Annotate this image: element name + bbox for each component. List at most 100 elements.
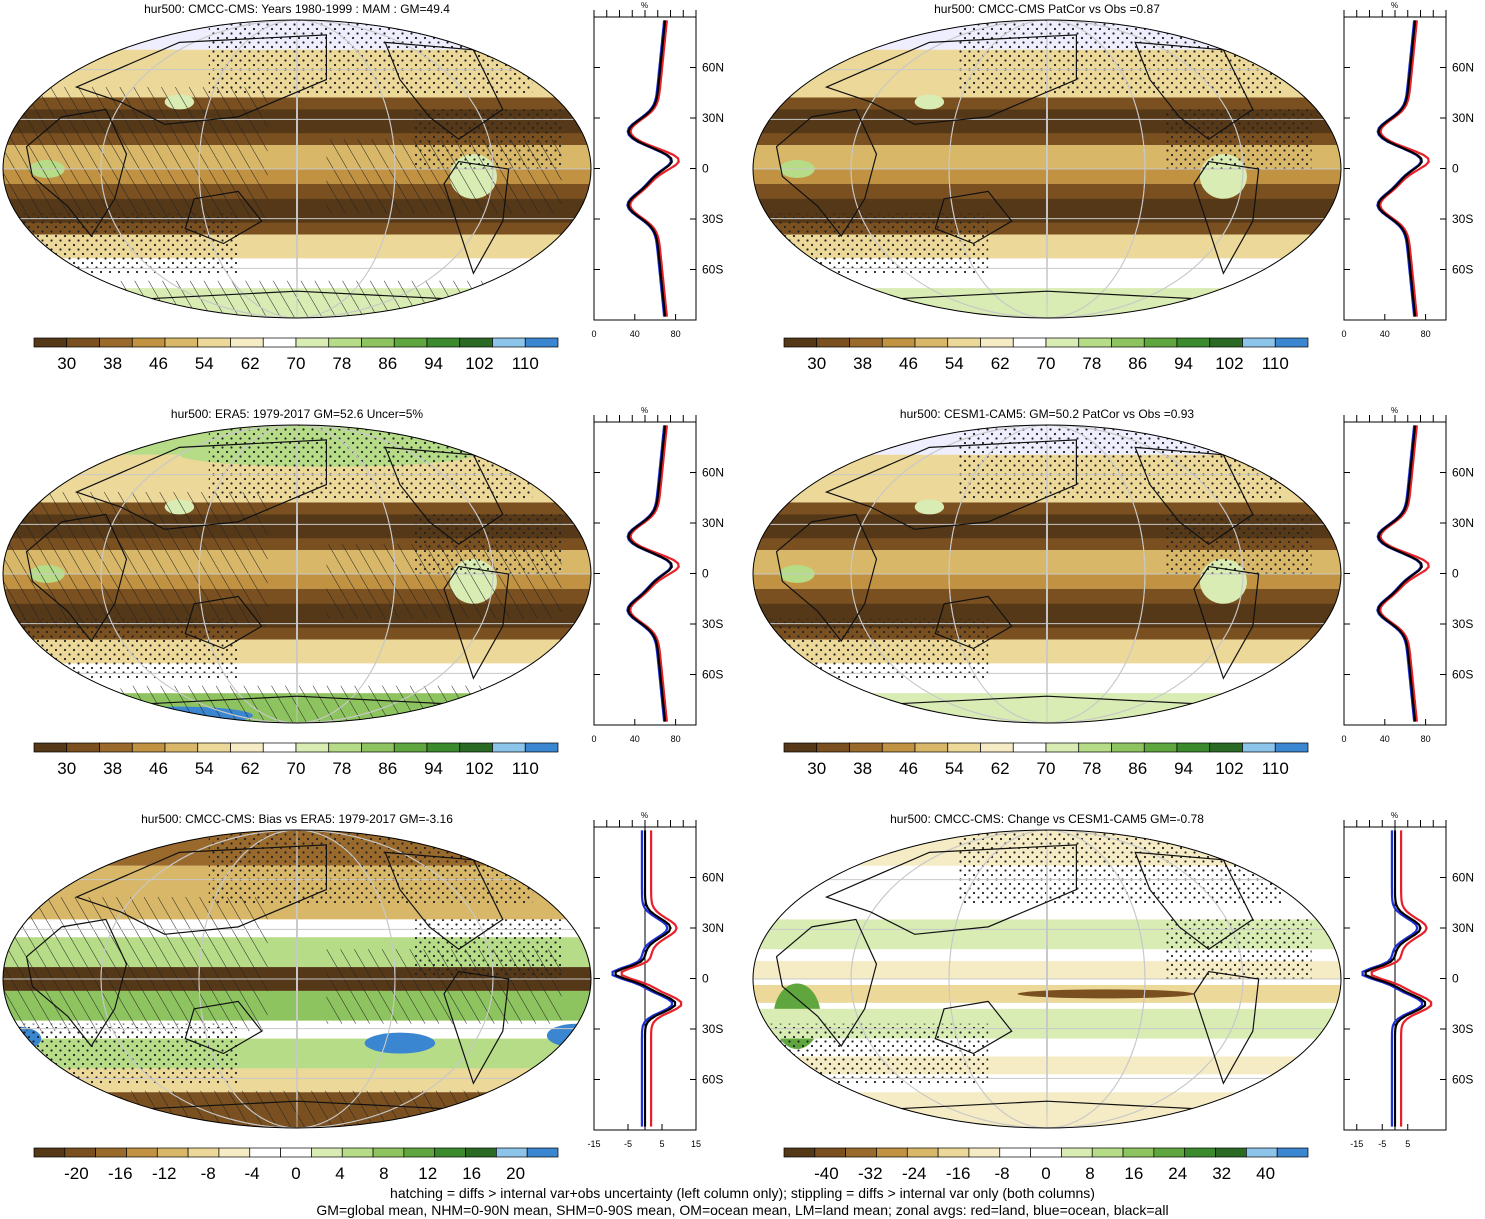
lat-tick-label: 60S [702,1073,723,1087]
x-tick-label: 40 [1380,329,1390,339]
colorbar-label: 78 [332,354,351,373]
colorbar-swatch [262,742,297,753]
lat-tick-label: 60N [1452,871,1474,885]
lat-tick-label: 60N [1452,61,1474,75]
colorbar-swatch [164,337,199,348]
x-tick-label: 80 [1421,329,1431,339]
lat-tick-label: 60N [702,466,724,480]
lat-tick-label: 30S [1452,1022,1473,1036]
stippling [1164,514,1312,574]
colorbar-label: 4 [335,1164,344,1183]
colorbar-swatch [295,742,330,753]
colorbar-swatch [95,1147,127,1158]
colorbar-label: -4 [245,1164,260,1183]
zonal-curve-ocean [1361,830,1423,1127]
coastline [74,439,327,530]
colorbar-swatch [1274,742,1309,753]
zonal-curve-land [1379,20,1430,317]
colorbar-label: 94 [424,759,443,778]
colorbar-swatch [230,742,264,753]
colorbar-swatch [1091,1147,1124,1158]
x-unit-label: % [641,811,648,820]
colorbar-swatch [197,742,231,753]
panel-graphics: 60N 30N 0 30S 60S% 0 40 80 30 38 46 54 62 70 78 86 94 102… [2,1,724,373]
colorbar-swatch [99,337,133,348]
x-tick-label: 5 [1405,1139,1410,1149]
lat-tick-label: 0 [702,567,709,581]
colorbar-swatch [1111,337,1145,348]
stippling [3,213,239,274]
colorbar-label: 110 [512,759,539,778]
colorbar-swatch [465,1147,497,1158]
colorbar-swatch [783,337,818,348]
zonal-curve-land [629,20,680,317]
colorbar-swatch [1209,337,1243,348]
lat-tick-label: 60S [1452,263,1473,277]
colorbar-label: 30 [807,354,826,373]
colorbar-swatch [311,1147,343,1158]
colorbar-swatch [1176,742,1211,753]
stippling [1164,109,1312,169]
coastline [1193,565,1260,680]
colorbar-swatch [1111,742,1145,753]
field-patch [364,1032,436,1054]
stippling [414,919,562,979]
colorbar-swatch [876,1147,908,1158]
coastline [184,1000,263,1055]
colorbar-swatch [1012,337,1047,348]
colorbar-label: -8 [995,1164,1010,1183]
colorbar-swatch [1242,742,1276,753]
panel-title: hur500: CESM1-CAM5: GM=50.2 PatCor vs Ob… [899,407,1195,421]
colorbar-swatch [968,1147,1001,1158]
colorbar-swatch [1242,337,1276,348]
colorbar-label: 30 [57,759,76,778]
lat-tick-label: 30S [702,1022,723,1036]
lat-tick-label: 60S [1452,668,1473,682]
colorbar-swatch [1153,1147,1186,1158]
field-patch [1017,989,1194,999]
colorbar-label: 62 [991,354,1010,373]
map-border [752,829,1342,1129]
colorbar-swatch [980,337,1014,348]
colorbar-label: 30 [57,354,76,373]
colorbar-label: 86 [1128,354,1147,373]
colorbar-swatch [280,1147,312,1158]
coastline [775,108,878,238]
x-tick-label: 0 [591,734,596,744]
panel-graphics: 60N 30N 0 30S 60S% 0 40 80 30 38 46 54 62 70 78 86 94 102… [752,406,1474,778]
colorbar-label: 70 [287,759,306,778]
zonal-curve-land [1370,830,1433,1127]
x-unit-label: % [1391,406,1398,415]
colorbar-swatch [914,742,949,753]
colorbar-swatch [1246,1147,1278,1158]
colorbar-swatch [131,337,166,348]
map-border [2,829,592,1129]
field-patch [914,94,945,110]
colorbar-label: 16 [1124,1164,1143,1183]
panel-title: hur500: CMCC-CMS PatCor vs Obs =0.87 [934,2,1160,16]
colorbar-label: 78 [1082,354,1101,373]
colorbar-label: 102 [1215,354,1243,373]
colorbar-label: 32 [1212,1164,1231,1183]
colorbar-swatch [249,1147,281,1158]
colorbar-label: 8 [379,1164,388,1183]
colorbar-swatch [881,337,916,348]
colorbar-swatch [361,337,395,348]
colorbar-swatch [341,1147,374,1158]
colorbar-label: 46 [149,354,168,373]
colorbar-label: 38 [103,354,122,373]
colorbar-label: 94 [424,354,443,373]
colorbar-swatch [126,1147,158,1158]
hatching [120,1090,533,1128]
map-border [752,19,1342,319]
coastline [443,565,510,680]
colorbar-swatch [524,337,559,348]
colorbar-swatch [1122,1147,1155,1158]
colorbar-swatch [526,1147,559,1158]
panel-title: hur500: CMCC-CMS: Change vs CESM1-CAM5 G… [890,812,1204,826]
colorbar-swatch [816,742,850,753]
lat-tick-label: 30N [1452,111,1474,125]
colorbar-swatch [64,1147,96,1158]
zonal-plot-frame [1343,421,1447,726]
lat-tick-label: 30N [702,516,724,530]
